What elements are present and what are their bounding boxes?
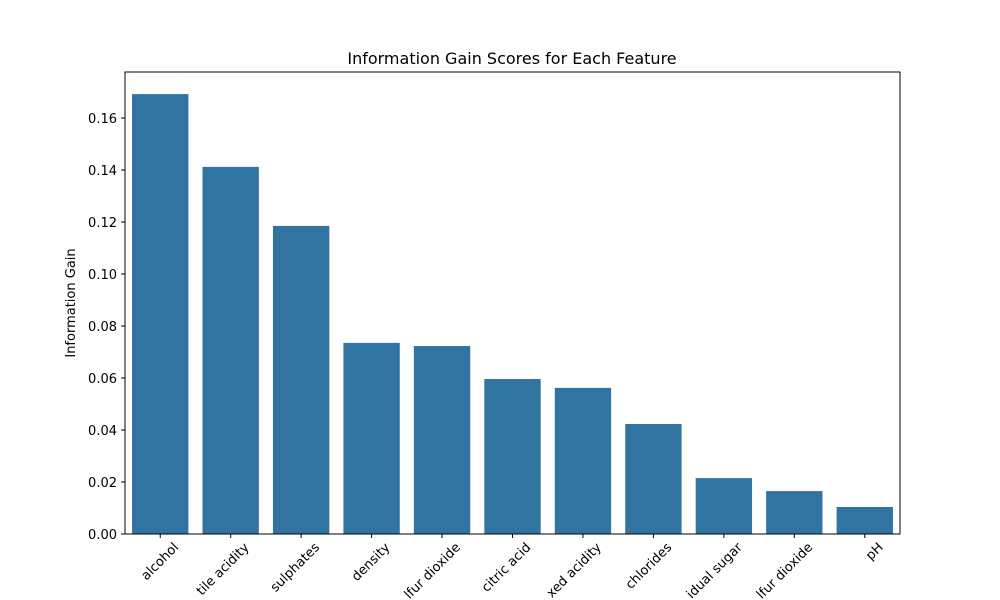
y-tick-label: 0.04 [88,424,117,439]
x-tick-label: pH [863,540,886,563]
bar [202,166,259,535]
bar [272,225,330,534]
bar [625,424,682,534]
bar [343,342,400,534]
bar [836,506,893,534]
bar [413,346,471,534]
y-tick-label: 0.08 [88,320,117,335]
chart-title: Information Gain Scores for Each Feature [347,49,676,68]
y-tick-label: 0.00 [88,528,117,543]
x-tick-label: tile acidity [194,540,253,599]
x-tick-label: xed acidity [544,540,605,600]
x-tick-label: lfur dioxide [402,540,464,600]
bar [554,387,612,534]
bar [132,94,189,534]
x-tick-label: density [349,540,394,585]
x-tick-label: chlorides [623,540,675,592]
y-tick-label: 0.16 [88,112,117,127]
y-axis-label: Information Gain [64,248,79,357]
y-tick-label: 0.12 [88,216,117,231]
bar [484,379,541,534]
y-tick-label: 0.02 [88,476,117,491]
plot-area: 0.00 0.02 0.04 0.06 0.08 0.10 0.12 0.14 0.16 alco… [88,94,893,600]
bar [695,478,753,534]
x-tick-label: idual sugar [684,540,746,600]
axes-frame [124,71,901,535]
x-tick-label: sulphates [268,540,323,595]
y-tick-label: 0.06 [88,372,117,387]
bar [766,491,823,534]
x-tick-label: lfur dioxide [754,540,816,600]
x-tick-label: citric acid [479,540,534,595]
y-tick-label: 0.10 [88,268,117,283]
x-tick-label: alcohol [139,540,182,583]
y-tick-label: 0.14 [88,164,117,179]
